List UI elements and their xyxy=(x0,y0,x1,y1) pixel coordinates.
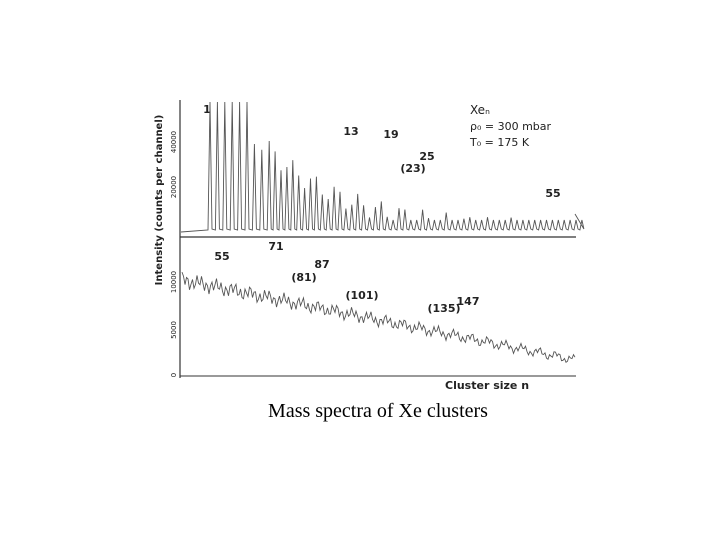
y-axis-label: Intensity (counts per channel) xyxy=(154,115,165,286)
peak-label: (135) xyxy=(427,302,460,315)
peak-label: 25 xyxy=(419,150,434,163)
legend-text: Xeₙ xyxy=(470,103,490,117)
tick-label: 0 xyxy=(170,373,178,377)
peak-label: 147 xyxy=(457,295,480,308)
caption: Mass spectra of Xe clusters xyxy=(268,400,488,422)
peak-label: 1 xyxy=(203,103,211,116)
legend-text: ρ₀ = 300 mbar xyxy=(470,120,552,133)
peak-label: (101) xyxy=(345,289,378,302)
peak-label: 71 xyxy=(268,240,283,253)
spectrum-figure: Intensity (counts per channel) 40000 200… xyxy=(154,100,585,392)
tick-label: 40000 xyxy=(170,131,178,153)
tick-label: 10000 xyxy=(170,271,178,293)
x-axis-label: Cluster size n xyxy=(445,379,529,392)
tick-label: 5000 xyxy=(170,321,178,339)
peak-label: (81) xyxy=(291,271,316,284)
peak-label: 55 xyxy=(214,250,229,263)
bottom-spectrum xyxy=(181,271,576,364)
peak-label: 55 xyxy=(545,187,560,200)
peak-label: 87 xyxy=(314,258,329,271)
tick-label: 20000 xyxy=(170,176,178,198)
top-spectrum xyxy=(180,101,585,233)
peak-label: 13 xyxy=(343,125,358,138)
peak-label: 19 xyxy=(383,128,398,141)
peak-label: (23) xyxy=(400,162,425,175)
legend-text: T₀ = 175 K xyxy=(469,136,530,149)
